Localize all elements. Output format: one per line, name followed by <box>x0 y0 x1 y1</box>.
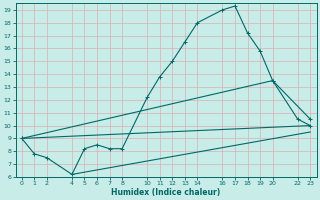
X-axis label: Humidex (Indice chaleur): Humidex (Indice chaleur) <box>111 188 221 197</box>
